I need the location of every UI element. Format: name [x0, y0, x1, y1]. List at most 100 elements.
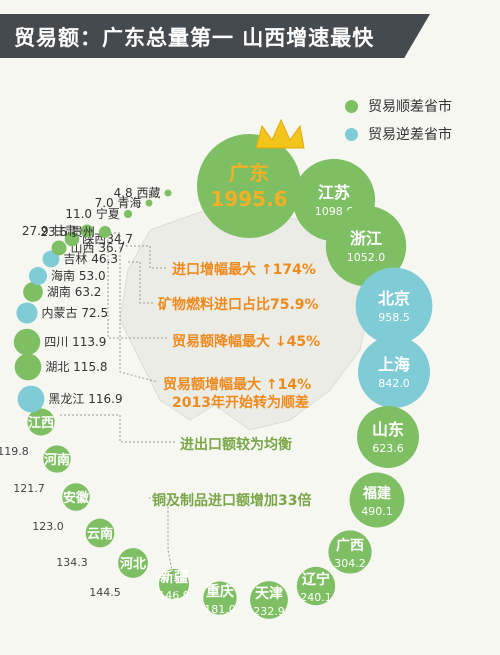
bubble-name-31: 4.8 西藏 — [114, 186, 161, 200]
bubble-circle-18 — [17, 385, 45, 413]
bubble-value-7: 490.1 — [361, 505, 393, 518]
page-title: 贸易额：广东总量第一 山西增速最快 — [14, 26, 375, 50]
bubble-circle-30 — [145, 199, 153, 207]
bubble-11: 重庆 181.0 — [203, 581, 237, 616]
bubble-value-3: 1052.0 — [347, 251, 386, 264]
bubble-name-7: 福建 — [362, 485, 391, 502]
bubble-name-13: 河北 — [120, 556, 146, 572]
bubble-value-9: 240.1 — [300, 591, 332, 604]
annotation-balanced: 进出口额较为均衡 — [180, 437, 292, 453]
bubble-value-12: 146.9 — [158, 589, 190, 602]
bubble-name-9: 辽宁 — [302, 571, 330, 588]
bubble-circle-10 — [250, 581, 288, 619]
bubble-name-30: 7.0 青海 — [95, 195, 142, 210]
bubble-circle-17 — [27, 408, 55, 436]
connector-line-6 — [148, 497, 177, 593]
connector-line-5 — [60, 414, 176, 443]
bubble-circle-25 — [51, 240, 67, 256]
bubble-24: 吉林 46.3 — [42, 250, 118, 268]
bubble-circle-13 — [118, 548, 148, 578]
bubble-name-20: 四川 113.9 — [44, 335, 106, 349]
bubble-30: 7.0 青海 — [95, 195, 153, 210]
bubble-name-21: 内蒙古 72.5 — [42, 305, 109, 320]
bubble-31: 4.8 西藏 — [114, 186, 172, 200]
bubble-21: 内蒙古 72.5 — [16, 302, 109, 324]
bubble-18: 黑龙江 116.9 — [17, 385, 123, 413]
crown-icon — [255, 118, 305, 149]
bubble-15: 安徽 123.0 — [32, 483, 90, 533]
bubble-value-8: 304.2 — [334, 557, 366, 570]
bubble-circle-29 — [123, 209, 133, 219]
bubble-8: 广西 304.2 — [328, 530, 372, 574]
annotation-shanxi-fuel: 矿物燃料进口占比75.9% — [158, 297, 319, 313]
bubble-circle-21 — [16, 302, 38, 324]
bubble-28: 23.6 贵州 — [40, 225, 112, 239]
annotation-gansu-decline: 贸易额降幅最大 ↓45% — [172, 334, 321, 350]
bubble-name-1: 广东 — [229, 161, 269, 185]
bubble-22: 湖南 63.2 — [23, 282, 101, 302]
bubble-name-3: 浙江 — [350, 229, 382, 248]
bubble-value-14: 134.3 — [56, 556, 88, 569]
connector-line-2 — [128, 261, 154, 304]
bubble-circle-4 — [355, 267, 433, 345]
bubble-6: 山东 623.6 — [357, 406, 419, 468]
bubble-value-15: 123.0 — [32, 520, 64, 533]
bubble-4: 北京 958.5 — [355, 267, 433, 345]
bubble-value-5: 842.0 — [378, 377, 410, 390]
bubble-circle-6 — [357, 406, 419, 468]
bubble-9: 辽宁 240.1 — [296, 566, 336, 606]
bubble-circle-11 — [203, 581, 237, 615]
bubble-value-10: 232.9 — [253, 605, 285, 618]
bubble-name-23: 海南 53.0 — [51, 268, 106, 283]
bubble-name-8: 广西 — [336, 537, 364, 554]
annotation-copper-import: 铜及制品进口额增加33倍 — [152, 493, 312, 509]
legend-label-surplus: 贸易顺差省市 — [368, 99, 452, 115]
bubble-7: 福建 490.1 — [349, 472, 405, 528]
bubble-name-28: 23.6 贵州 — [40, 225, 95, 239]
legend: 贸易顺差省市 贸易逆差省市 — [345, 92, 452, 148]
bubble-circle-16 — [43, 445, 71, 473]
bubble-13: 河北 144.5 — [89, 548, 148, 599]
connector-line-3 — [95, 239, 168, 339]
bubble-name-4: 北京 — [378, 289, 410, 308]
bubble-12: 新疆 146.9 — [158, 568, 190, 602]
bubble-circle-24 — [42, 250, 60, 268]
bubble-name-29: 11.0 宁夏 — [65, 206, 120, 221]
bubble-name-11: 重庆 — [206, 583, 234, 600]
bubble-circle-23 — [28, 266, 48, 286]
bubble-name-10: 天津 — [255, 585, 283, 602]
bubble-name-24: 吉林 46.3 — [63, 252, 118, 266]
bubble-name-17: 江西 — [28, 415, 54, 431]
bubble-circle-28 — [98, 225, 112, 239]
bubble-value-1: 1995.6 — [210, 187, 287, 211]
legend-label-deficit: 贸易逆差省市 — [368, 127, 452, 143]
bubble-value-16: 121.7 — [13, 482, 45, 495]
bubble-19: 湖北 115.8 — [14, 353, 108, 381]
bubble-17: 江西 119.8 — [0, 408, 55, 458]
bubble-23: 海南 53.0 — [28, 266, 106, 286]
bubble-circle-19 — [14, 353, 42, 381]
bubble-circle-1 — [197, 134, 301, 238]
bubble-circle-9 — [296, 566, 336, 606]
bubble-name-6: 山东 — [372, 420, 404, 439]
legend-item-surplus: 贸易顺差省市 — [345, 92, 452, 120]
bubble-29: 11.0 宁夏 — [65, 206, 133, 221]
bubble-value-4: 958.5 — [378, 311, 410, 324]
bubble-5: 上海 842.0 — [358, 336, 430, 408]
bubble-circle-7 — [349, 472, 405, 528]
bubble-value-6: 623.6 — [372, 442, 404, 455]
bubble-circle-14 — [85, 518, 115, 548]
annotation-shanxi-import: 进口增幅最大 ↑174% — [172, 262, 316, 278]
bubble-10: 天津 232.9 — [250, 581, 288, 619]
bubble-name-12: 新疆 — [160, 569, 188, 586]
bubble-circle-31 — [164, 189, 172, 197]
bubble-name-16: 河南 — [44, 452, 70, 468]
bubble-circle-22 — [23, 282, 43, 302]
bubble-circle-20 — [13, 328, 41, 356]
annotation-guizhou-growth: 贸易额增幅最大 ↑14% — [163, 377, 312, 393]
legend-swatch-surplus — [345, 99, 358, 113]
bubble-name-15: 安徽 — [63, 490, 90, 506]
bubble-circle-3 — [325, 205, 407, 287]
bubble-20: 四川 113.9 — [13, 328, 106, 356]
